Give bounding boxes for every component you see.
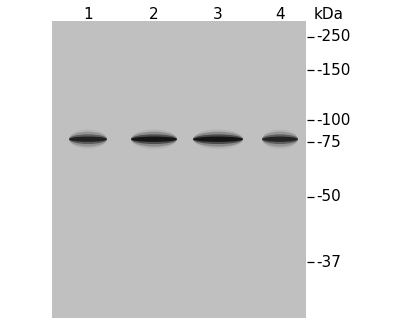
Ellipse shape (131, 137, 177, 142)
Ellipse shape (193, 134, 243, 144)
Text: -100: -100 (316, 113, 350, 127)
Text: 3: 3 (213, 7, 223, 22)
Ellipse shape (193, 137, 243, 142)
Text: -150: -150 (316, 63, 350, 78)
Ellipse shape (69, 134, 107, 144)
Text: -250: -250 (316, 29, 350, 44)
Ellipse shape (131, 134, 177, 144)
Ellipse shape (262, 137, 298, 142)
Ellipse shape (262, 132, 298, 147)
Text: -37: -37 (316, 255, 341, 270)
Text: -75: -75 (316, 135, 341, 150)
Ellipse shape (193, 132, 243, 147)
Ellipse shape (131, 132, 177, 147)
Ellipse shape (262, 130, 298, 149)
Text: kDa: kDa (314, 7, 344, 22)
Text: 2: 2 (149, 7, 159, 22)
Ellipse shape (69, 132, 107, 147)
Text: 1: 1 (83, 7, 93, 22)
Ellipse shape (69, 137, 107, 142)
Ellipse shape (69, 130, 107, 149)
Ellipse shape (262, 134, 298, 144)
Text: -50: -50 (316, 189, 341, 204)
Ellipse shape (131, 130, 177, 149)
Text: 4: 4 (275, 7, 285, 22)
Ellipse shape (193, 130, 243, 149)
Bar (52, 21, 306, 318)
